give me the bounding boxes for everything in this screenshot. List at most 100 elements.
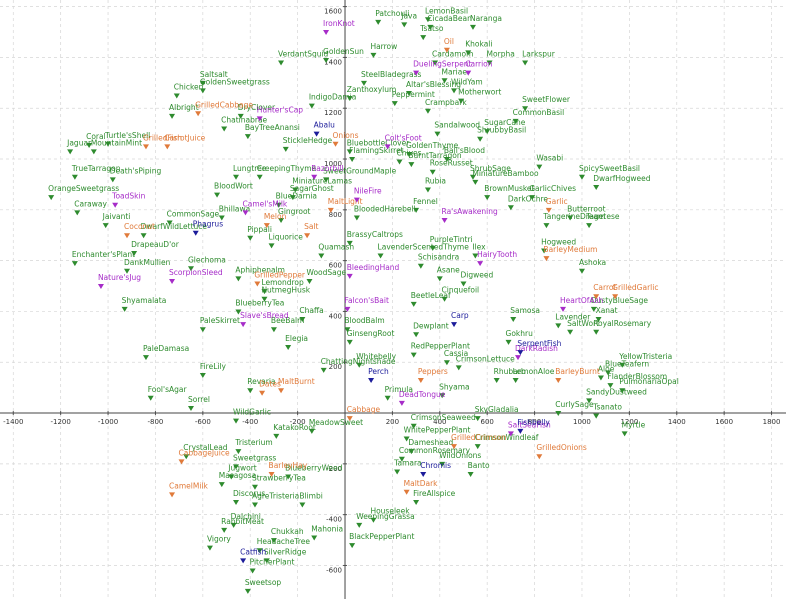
point-marker — [396, 159, 403, 165]
point-label: Jaguar — [66, 138, 92, 147]
point-marker — [235, 309, 242, 315]
point-marker — [233, 464, 240, 470]
point-marker — [401, 22, 408, 28]
point-label: HairyTooth — [477, 250, 517, 259]
point-label: Jugwort — [227, 464, 257, 473]
point-label: HeadacheTree — [257, 537, 311, 546]
x-tick-label: -1000 — [98, 418, 118, 426]
point-marker — [199, 372, 206, 378]
point-label: Ball'sBlood — [444, 146, 485, 155]
point-label: DwarfWildLettuce — [141, 222, 208, 231]
point-label: Shyama — [439, 382, 469, 391]
point-label: Camel'sMilk — [242, 199, 287, 208]
point-label: Rubia — [425, 177, 446, 186]
point-label: Larkspur — [522, 49, 556, 58]
point-label: Xanat — [596, 306, 618, 315]
point-marker — [417, 263, 424, 269]
point-marker — [240, 322, 247, 328]
point-label: TrueTarragon — [71, 164, 121, 173]
point-marker — [469, 24, 476, 30]
point-label: Asane — [437, 265, 460, 274]
point-label: VerdantSquid — [278, 49, 329, 58]
point-marker — [595, 317, 602, 323]
point-label: Cardamom — [432, 49, 473, 58]
point-marker — [474, 416, 481, 422]
point-marker — [439, 393, 446, 399]
point-marker — [465, 70, 472, 76]
point-label: Wasabi — [536, 154, 563, 163]
point-marker — [403, 489, 410, 495]
point-label: Elegia — [285, 334, 308, 343]
point-marker — [142, 355, 149, 361]
point-marker — [346, 96, 353, 102]
point-marker — [166, 220, 173, 226]
point-marker — [140, 233, 147, 239]
point-marker — [112, 202, 119, 208]
point-label: DryClover — [238, 103, 276, 112]
point-label: Carrion — [465, 60, 493, 69]
y-tick-label: -400 — [326, 516, 342, 524]
point-marker — [408, 449, 415, 455]
point-marker — [413, 499, 420, 505]
point-label: Dewplant — [413, 321, 449, 330]
point-label: SweetGroundMaple — [323, 166, 397, 175]
point-marker — [292, 187, 299, 193]
point-label: DarkOchre — [508, 194, 548, 203]
point-marker — [517, 350, 524, 356]
point-label: WeepingGrassa — [356, 512, 414, 521]
point-label: CommonSage — [167, 210, 220, 219]
point-label: BeeBalm — [271, 316, 305, 325]
point-label: CicadaBean — [427, 14, 472, 23]
point-marker — [507, 431, 514, 437]
point-label: GrilledCrimson — [451, 433, 507, 442]
point-marker — [270, 538, 277, 544]
point-label: MaltBurnt — [278, 377, 315, 386]
point-marker — [67, 149, 74, 155]
point-marker — [169, 113, 176, 119]
x-tick-label: 1400 — [668, 418, 686, 426]
point-marker — [124, 233, 131, 239]
point-marker — [169, 492, 176, 498]
point-label: Tristerium — [234, 438, 272, 447]
point-label: GarlicChives — [529, 184, 576, 193]
point-marker — [541, 248, 548, 254]
point-marker — [424, 187, 431, 193]
point-label: Dates — [259, 380, 281, 389]
point-label: Masagosa — [219, 471, 256, 480]
point-label: Turtle'sShell — [104, 131, 150, 140]
point-marker — [578, 174, 585, 180]
point-label: OrangeSweetgrass — [48, 184, 119, 193]
point-label: SaltWort — [567, 319, 599, 328]
point-label: Chives — [397, 149, 422, 158]
point-label: CamelMilk — [169, 481, 208, 490]
point-label: PaleDamasa — [143, 344, 189, 353]
point-marker — [398, 456, 405, 462]
point-label: RoseRusset — [430, 159, 473, 168]
point-marker — [273, 433, 280, 439]
x-tick-label: -600 — [195, 418, 211, 426]
point-marker — [263, 223, 270, 229]
point-marker — [441, 78, 448, 84]
point-label: WoodSage — [306, 268, 346, 277]
point-marker — [377, 253, 384, 259]
point-marker — [346, 149, 353, 155]
point-label: Hunter'sCap — [257, 105, 304, 114]
point-marker — [187, 405, 194, 411]
point-marker — [327, 207, 334, 213]
point-marker — [311, 535, 318, 541]
point-marker — [458, 98, 465, 104]
point-marker — [413, 70, 420, 76]
point-label: Peppermint — [392, 90, 435, 99]
point-marker — [221, 126, 228, 132]
point-label: CommonBasil — [513, 108, 565, 117]
y-tick-label: 1600 — [324, 8, 342, 16]
point-marker — [560, 306, 567, 312]
point-marker — [619, 388, 626, 394]
point-marker — [256, 548, 263, 554]
point-marker — [593, 294, 600, 300]
point-marker — [261, 296, 268, 302]
y-tick-label: 400 — [329, 312, 342, 320]
point-label: BayTreeAnansi — [245, 123, 300, 132]
point-marker — [543, 256, 550, 262]
point-label: Perch — [368, 367, 389, 376]
